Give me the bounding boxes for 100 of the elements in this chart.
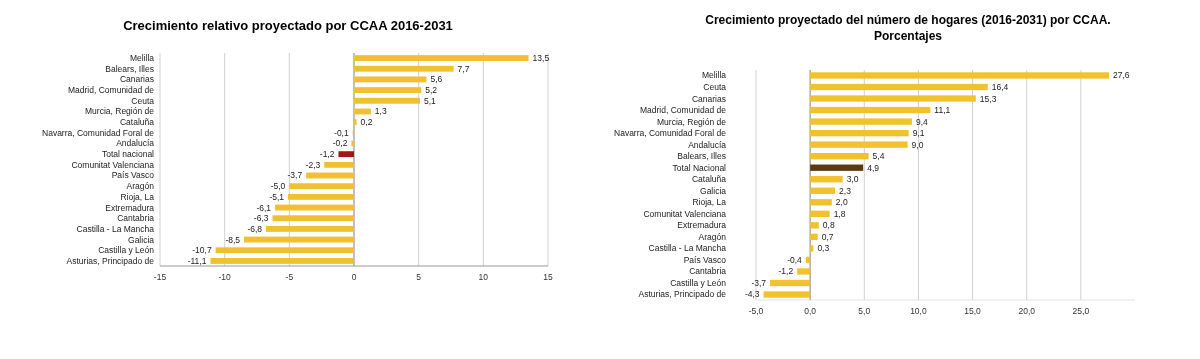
y-tick-label: Castilla y León (98, 245, 155, 256)
bar (210, 257, 354, 264)
bar (244, 236, 354, 243)
x-tick-label: 5 (416, 272, 422, 282)
x-tick-label: -10 (218, 272, 232, 282)
y-tick-label: Castilla - La Mancha (648, 243, 727, 254)
y-tick-label: Rioja, La (120, 191, 155, 202)
y-tick-label: Andalucía (688, 139, 727, 150)
bar (810, 72, 1110, 79)
y-tick-label: Comunitat Valenciana (643, 208, 727, 219)
x-tick-label: 10,0 (910, 306, 927, 316)
y-tick-label: Rioja, La (692, 197, 727, 208)
data-label: 3,0 (846, 174, 859, 185)
y-tick-label: Balears, Illes (677, 151, 726, 162)
data-label: -2,3 (305, 159, 321, 170)
bar (324, 161, 354, 168)
bar (272, 215, 354, 222)
y-tick-label: Balears, Illes (105, 63, 154, 74)
data-label: -0,4 (787, 254, 803, 265)
data-label: 5,2 (425, 85, 438, 96)
y-tick-label: Aragón (698, 231, 727, 242)
bar (810, 222, 819, 229)
x-tick-label: -5,0 (748, 306, 764, 316)
bar (810, 176, 843, 183)
y-tick-label: Extremadura (677, 220, 727, 231)
data-label: 15,3 (979, 93, 997, 104)
data-label: 0,8 (822, 220, 835, 231)
data-label: 16,4 (991, 81, 1009, 92)
data-label: -0,1 (334, 127, 349, 138)
y-tick-label: Melilla (701, 70, 727, 81)
data-label: -5,1 (269, 191, 285, 202)
data-label: -4,3 (744, 289, 760, 300)
data-label: -6,1 (256, 202, 272, 213)
bar (266, 225, 354, 232)
data-label: 5,1 (423, 95, 437, 106)
y-tick-label: Melilla (129, 53, 155, 64)
y-tick-label: Canarias (119, 74, 154, 85)
data-label: -8,5 (225, 234, 241, 245)
bar (810, 118, 912, 125)
x-tick-label: -5 (285, 272, 294, 282)
y-tick-label: Extremadura (105, 202, 155, 213)
data-label: 11,1 (934, 105, 951, 116)
bar (288, 193, 354, 200)
x-tick-label: 0,0 (804, 306, 817, 316)
bar (354, 55, 529, 62)
x-tick-label: 15 (543, 272, 553, 282)
bar (338, 151, 354, 158)
x-tick-label: 20,0 (1018, 306, 1036, 316)
bar (810, 210, 830, 217)
y-tick-label: Total nacional (102, 149, 155, 160)
bar (770, 279, 811, 287)
y-tick-label: Cantabria (117, 213, 155, 224)
chart-subtitle: Porcentajes (873, 29, 943, 43)
y-tick-label: Galicia (128, 234, 155, 245)
y-tick-label: Asturias, Principado de (638, 289, 727, 300)
data-label: -6,3 (253, 213, 269, 224)
data-label: 2,3 (839, 185, 852, 196)
y-tick-label: Total Nacional (672, 162, 727, 173)
bar (810, 233, 818, 241)
data-label: -11,1 (187, 255, 207, 266)
data-label: 0,2 (360, 117, 373, 128)
x-tick-label: 0 (351, 272, 357, 282)
data-label: 9,1 (912, 128, 925, 139)
data-label: 5,6 (430, 74, 443, 85)
y-tick-label: Murcia, Región de (657, 116, 727, 127)
bar (810, 95, 976, 102)
bar (354, 76, 427, 83)
y-tick-label: Comunitat Valenciana (71, 159, 155, 170)
y-tick-label: Madrid, Comunidad de (640, 105, 727, 116)
y-tick-label: Navarra, Comunidad Foral de (42, 127, 155, 138)
bar (354, 65, 454, 72)
bar (354, 87, 422, 94)
y-tick-label: Cantabria (689, 266, 727, 277)
bar (810, 129, 909, 137)
y-tick-label: Canarias (691, 93, 726, 104)
bar (810, 106, 931, 114)
chart-title: Crecimiento relativo proyectado por CCAA 2016-2031 (123, 18, 453, 33)
bar (810, 141, 908, 148)
data-label: -6,8 (247, 223, 263, 234)
bar (351, 140, 354, 147)
y-tick-label: País Vasco (111, 170, 155, 181)
y-tick-label: País Vasco (683, 254, 727, 265)
bar (810, 187, 836, 194)
x-tick-label: 15,0 (964, 306, 982, 316)
data-label: 13,5 (532, 53, 550, 64)
bar (289, 183, 354, 190)
data-label: -3,7 (751, 277, 767, 288)
bar (763, 291, 811, 298)
y-tick-label: Aragón (126, 181, 155, 192)
data-label: 0,3 (817, 243, 830, 254)
data-label: 9,4 (915, 116, 929, 127)
data-label: 0,7 (821, 231, 834, 242)
y-tick-label: Ceuta (131, 95, 155, 106)
data-label: 9,0 (911, 139, 924, 150)
y-tick-label: Castilla y León (670, 277, 727, 288)
bar (810, 153, 869, 160)
y-tick-label: Andalucía (116, 138, 155, 149)
y-tick-label: Castilla - La Mancha (76, 223, 155, 234)
data-label: 27,6 (1113, 70, 1130, 81)
data-label: -3,7 (287, 170, 303, 181)
